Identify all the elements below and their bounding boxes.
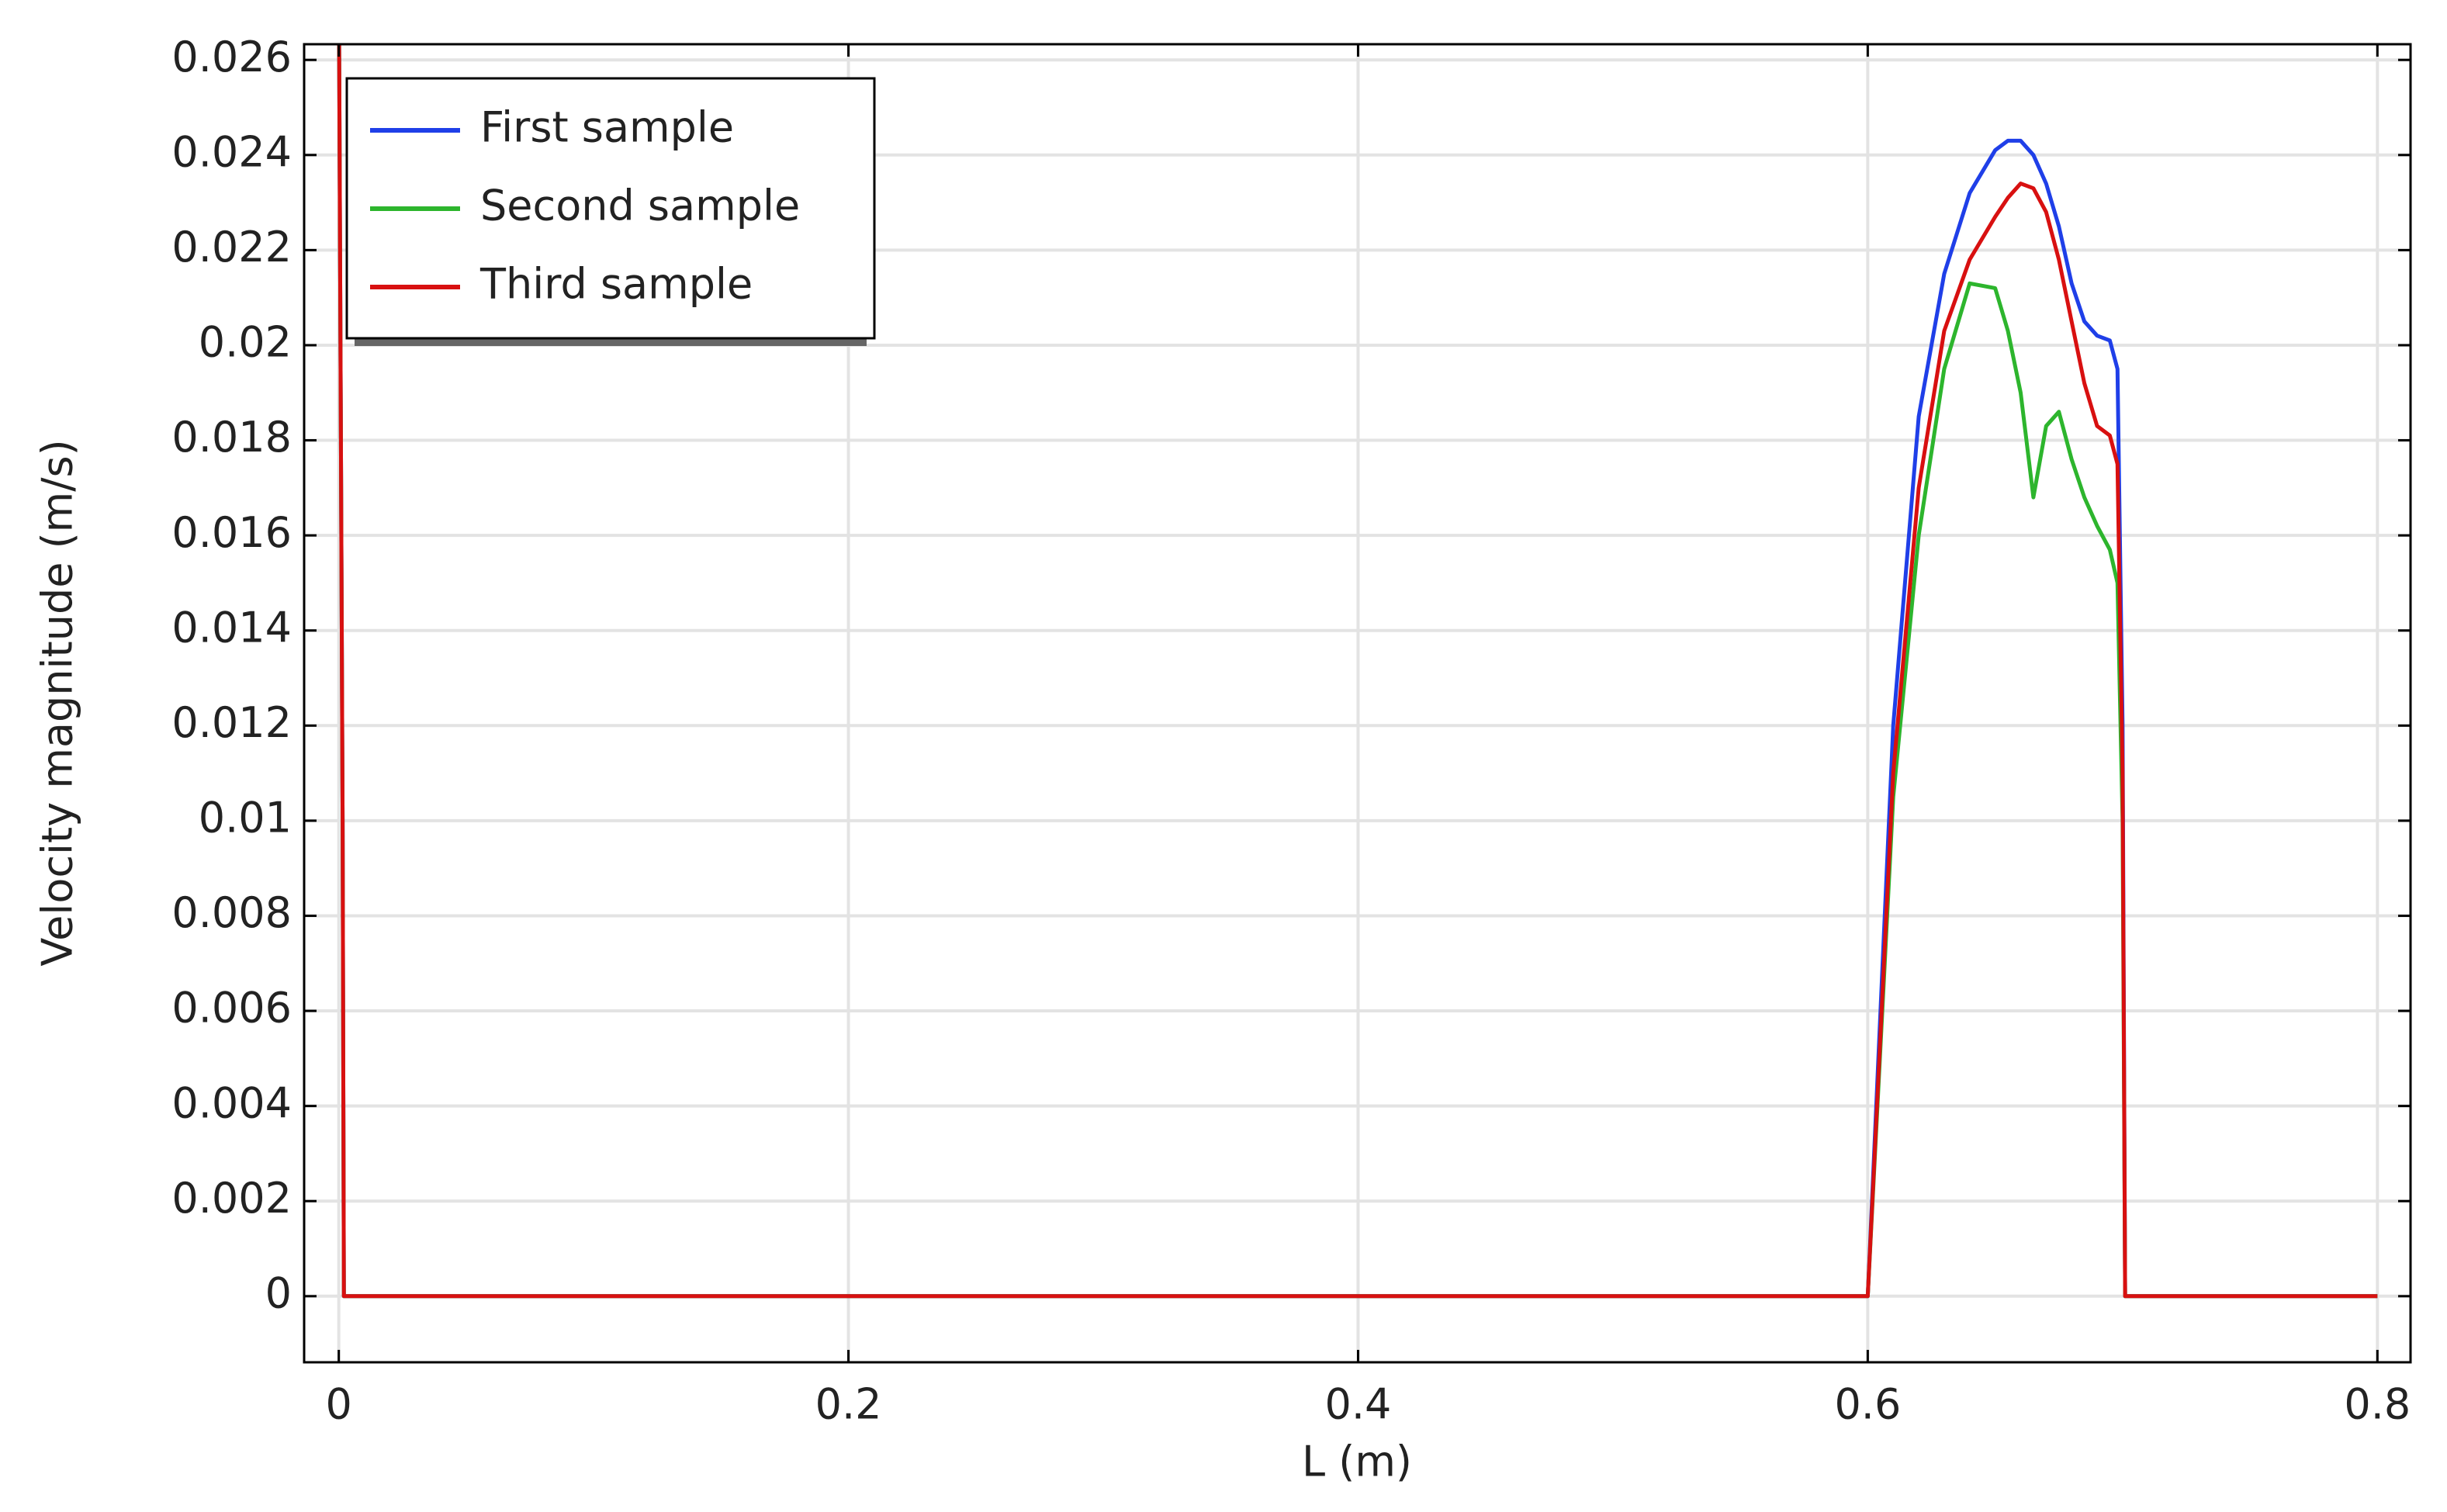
x-axis-label: L (m) xyxy=(1302,1438,1412,1486)
y-tick-label: 0.008 xyxy=(171,888,292,937)
y-tick-label: 0.024 xyxy=(171,127,292,176)
y-tick-label: 0.02 xyxy=(199,318,292,367)
x-tick-label: 0 xyxy=(325,1380,351,1429)
x-tick-label: 0.4 xyxy=(1325,1380,1392,1429)
x-tick-label: 0.2 xyxy=(815,1380,882,1429)
y-tick-label: 0.016 xyxy=(171,508,292,557)
legend-label: Second sample xyxy=(480,182,800,230)
ticks: 0 0.002 0.004 0.006 0.008 0.01 0.012 0.014 0.016… xyxy=(171,33,2411,1429)
y-tick-label: 0.012 xyxy=(171,698,292,747)
x-tick-label: 0.6 xyxy=(1834,1380,1901,1429)
y-tick-label: 0.014 xyxy=(171,603,292,652)
plot-lines xyxy=(337,44,2378,1299)
y-tick-label: 0.01 xyxy=(199,794,292,842)
y-tick-label: 0.018 xyxy=(171,413,292,462)
series-line xyxy=(337,44,2378,1299)
legend-label: First sample xyxy=(480,103,734,152)
x-tick-label: 0.8 xyxy=(2344,1380,2411,1429)
y-tick-label: 0.002 xyxy=(171,1174,292,1223)
y-tick-label: 0 xyxy=(265,1268,292,1317)
y-tick-label: 0.026 xyxy=(171,33,292,81)
legend-label: Third sample xyxy=(479,260,753,309)
y-tick-label: 0.004 xyxy=(171,1078,292,1127)
legend: First sample Second sample Third sample xyxy=(345,77,876,346)
y-tick-label: 0.022 xyxy=(171,223,292,272)
y-tick-label: 0.006 xyxy=(171,984,292,1033)
y-axis-label: Velocity magnitude (m/s) xyxy=(33,439,82,966)
